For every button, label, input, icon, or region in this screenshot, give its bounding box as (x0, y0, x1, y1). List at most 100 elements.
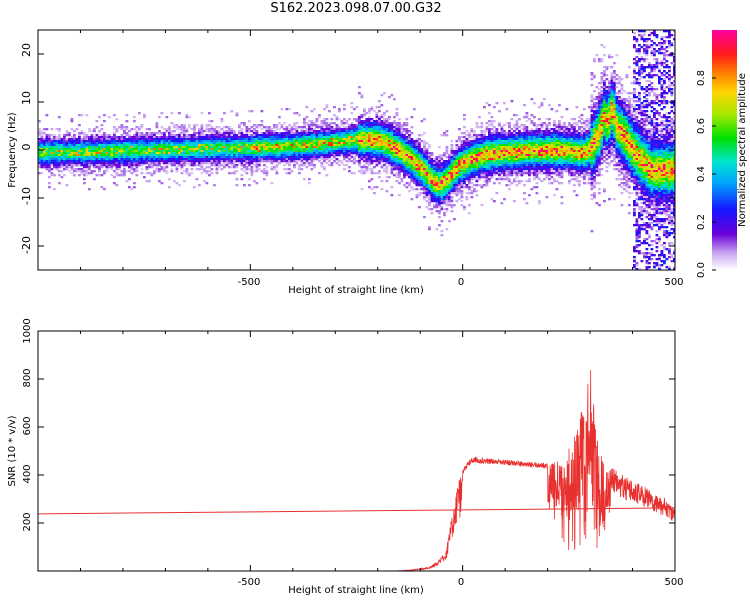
spectrogram-cell (330, 140, 334, 143)
spectrogram-cell (493, 144, 496, 147)
spectrogram-cell (343, 156, 346, 159)
spectrogram-cell (128, 138, 131, 141)
spectrogram-cell (220, 128, 224, 131)
spectrogram-cell (545, 140, 549, 143)
spectrogram-cell (418, 148, 421, 151)
spectrogram-cell (540, 172, 544, 175)
spectrogram-cell (88, 164, 91, 167)
spectrogram-cell (333, 144, 336, 147)
spectrogram-cell (430, 168, 434, 171)
spectrogram-cell (390, 152, 394, 155)
spectrogram-cell (38, 152, 41, 155)
spectrogram-cell (140, 124, 144, 127)
spectrogram-cell (478, 144, 481, 147)
spectrogram-cell (263, 168, 266, 171)
spectrogram-cell (460, 156, 464, 159)
spectrogram-cell (110, 154, 114, 157)
spectrogram-cell (525, 130, 529, 133)
spectrogram-cell (50, 138, 54, 141)
spectrogram-cell (353, 118, 356, 121)
spectrogram-cell (178, 140, 181, 143)
spectrogram-cell (303, 126, 306, 129)
spectrogram-cell (370, 120, 374, 123)
spectrogram-cell (335, 124, 339, 127)
spectrogram-cell (318, 126, 321, 129)
spectrogram-cell (155, 152, 159, 155)
spectrogram-cell (338, 134, 341, 137)
spectrogram-cell (208, 144, 211, 147)
spectrogram-cell (450, 168, 454, 171)
spectrogram-cell (98, 144, 101, 147)
spectrogram-cell (245, 156, 249, 159)
spectrogram-cell (410, 132, 414, 135)
spectrogram-cell (438, 160, 441, 163)
spectrogram-cell (175, 136, 179, 139)
spectrogram-cell (143, 148, 146, 151)
spectrogram-cell (318, 172, 321, 175)
spectrogram-cell (110, 158, 114, 161)
spectrogram-cell (240, 150, 244, 153)
spectrogram-cell (530, 134, 534, 137)
spectrogram-cell (175, 134, 179, 137)
spectrogram-cell (315, 158, 319, 161)
spectrogram-cell (138, 144, 141, 147)
spectrogram-cell (98, 168, 101, 171)
spectrogram-cell (390, 126, 394, 129)
spectrogram-cell (60, 164, 64, 167)
spectrogram-cell (288, 154, 291, 157)
spectrogram-cell (378, 116, 381, 119)
spectrogram-cell (295, 134, 299, 137)
spectrogram-cell (443, 172, 446, 175)
spectrogram-cell (215, 168, 219, 171)
spectrogram-cell (108, 140, 111, 143)
spectrogram-cell (463, 168, 466, 171)
spectrogram-cell (275, 160, 279, 163)
spectrogram-cell (338, 128, 341, 131)
spectrogram-cell (553, 136, 556, 139)
spectrogram-cell (533, 134, 536, 137)
spectrogram-cell (333, 136, 336, 139)
spectrogram-cell (310, 164, 314, 167)
spectrogram-cell (260, 144, 264, 147)
spectrogram-cell (368, 116, 371, 119)
spectrogram-cell (503, 164, 506, 167)
spectrogram-cell (465, 160, 469, 163)
spectrogram-cell (270, 168, 274, 171)
spectrogram-cell (193, 144, 196, 147)
spectrogram-cell (148, 160, 151, 163)
spectrogram-cell (183, 162, 186, 165)
spectrogram-cell (418, 182, 421, 185)
spectrogram-cell (80, 144, 84, 147)
spectrogram-cell (128, 158, 131, 161)
spectrogram-cell (255, 170, 259, 173)
spectrogram-cell (310, 156, 314, 159)
spectrogram-cell (413, 154, 416, 157)
spectrogram-cell (198, 168, 201, 171)
spectrogram-cell (165, 144, 169, 147)
spectrogram-cell (75, 138, 79, 141)
spectrogram-cell (78, 142, 81, 145)
spectrogram-cell (373, 124, 376, 127)
spectrogram-cell (238, 146, 241, 149)
spectrogram-cell (240, 148, 244, 151)
spectrogram-cell (463, 136, 466, 139)
spectrogram-cell (203, 134, 206, 137)
spectrogram-cell (310, 124, 314, 127)
spectrogram-cell (400, 130, 404, 133)
spectrogram-cell (43, 146, 46, 149)
spectrogram-cell (373, 142, 376, 145)
spectrogram-cell (115, 172, 119, 175)
spectrogram-cell (460, 132, 464, 135)
spectrogram-cell (323, 138, 326, 141)
spectrogram-cell (540, 154, 544, 157)
spectrogram-cell (293, 126, 296, 129)
spectrogram-cell (515, 162, 519, 165)
spectrogram-cell (188, 160, 191, 163)
spectrogram-cell (80, 132, 84, 135)
spectrogram-cell (390, 128, 394, 131)
spectrogram-cell (290, 144, 294, 147)
spectrogram-cell (560, 132, 564, 135)
spectrogram-cell (258, 154, 261, 157)
spectrogram-cell (320, 162, 324, 165)
spectrogram-cell (445, 134, 449, 137)
